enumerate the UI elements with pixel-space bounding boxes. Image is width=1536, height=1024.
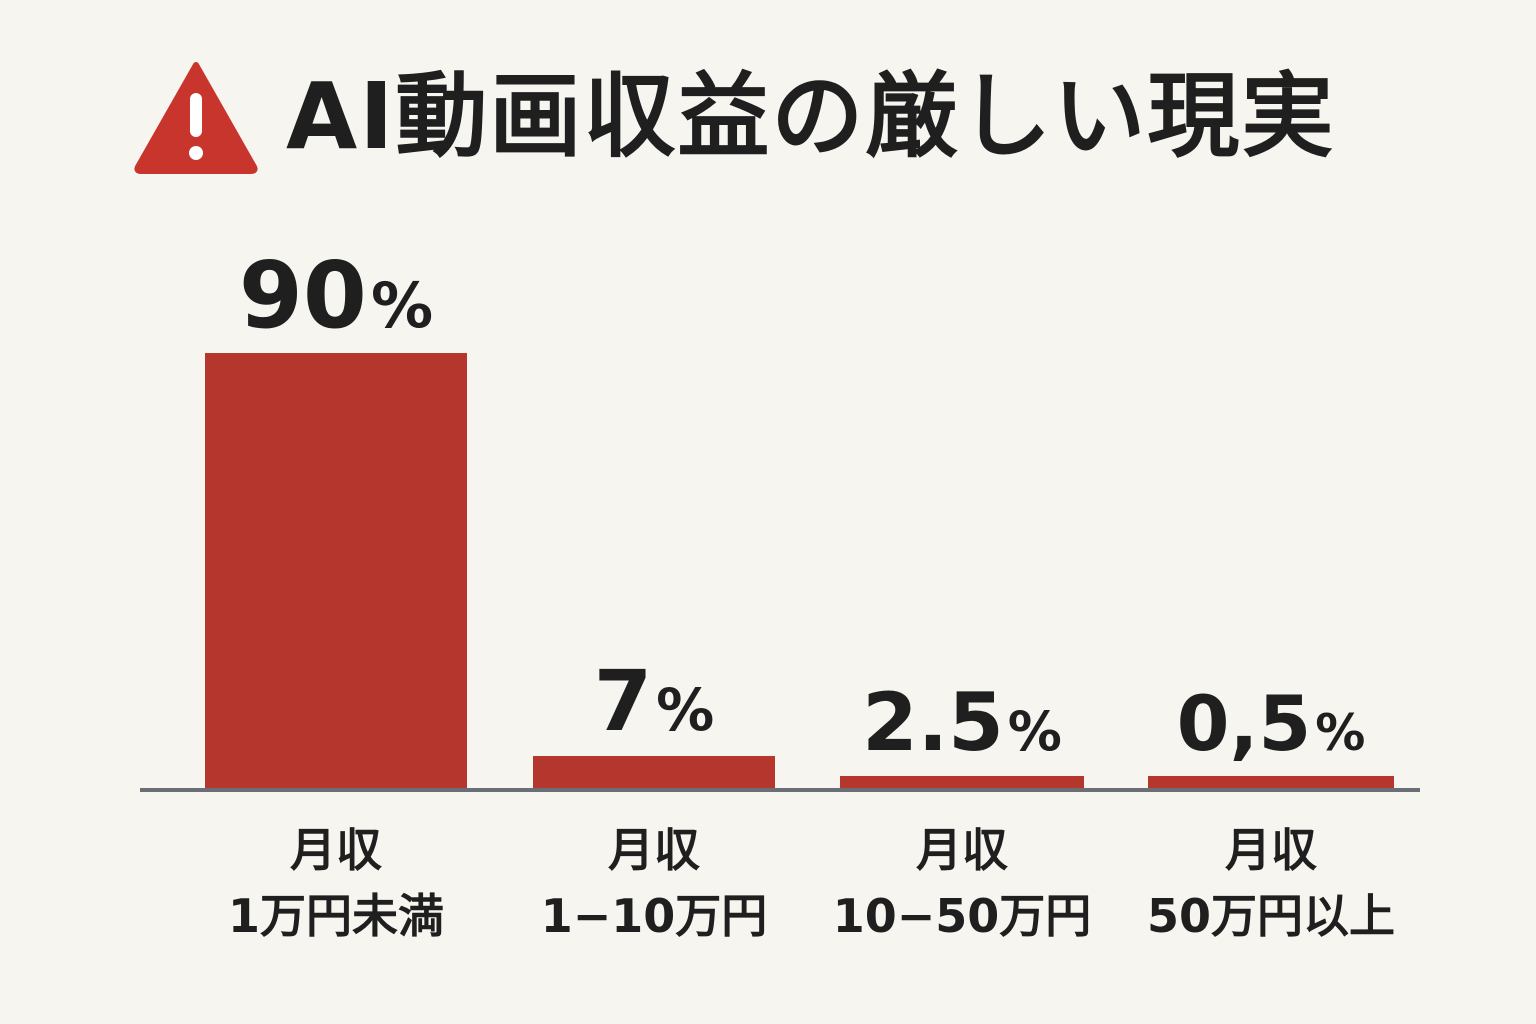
value-label-1: 90% (239, 242, 433, 349)
category-label-3-line-1: 月収 (916, 823, 1008, 877)
page-title: AI動画収益の厳しい現実 (286, 63, 1336, 170)
category-label-1-line-1: 月収 (290, 823, 382, 877)
bar-4 (1148, 776, 1394, 790)
value-label-2: 7% (594, 652, 715, 750)
bar-2 (533, 756, 775, 790)
value-label-4: 0,5% (1177, 679, 1366, 768)
bar-1 (205, 353, 467, 790)
category-label-4-line-2: 50万円以上 (1147, 889, 1395, 943)
category-label-4-line-1: 月収 (1225, 823, 1317, 877)
category-label-1-line-2: 1万円未満 (228, 889, 444, 943)
warning-triangle-icon (134, 62, 258, 174)
bar-3 (840, 776, 1084, 790)
category-label-2-line-2: 1−10万円 (541, 889, 768, 943)
value-label-3: 2.5% (862, 676, 1062, 769)
category-label-3-line-2: 10−50万円 (833, 889, 1092, 943)
header: AI動画収益の厳しい現実 (132, 52, 1335, 182)
category-label-2-line-1: 月収 (608, 823, 700, 877)
